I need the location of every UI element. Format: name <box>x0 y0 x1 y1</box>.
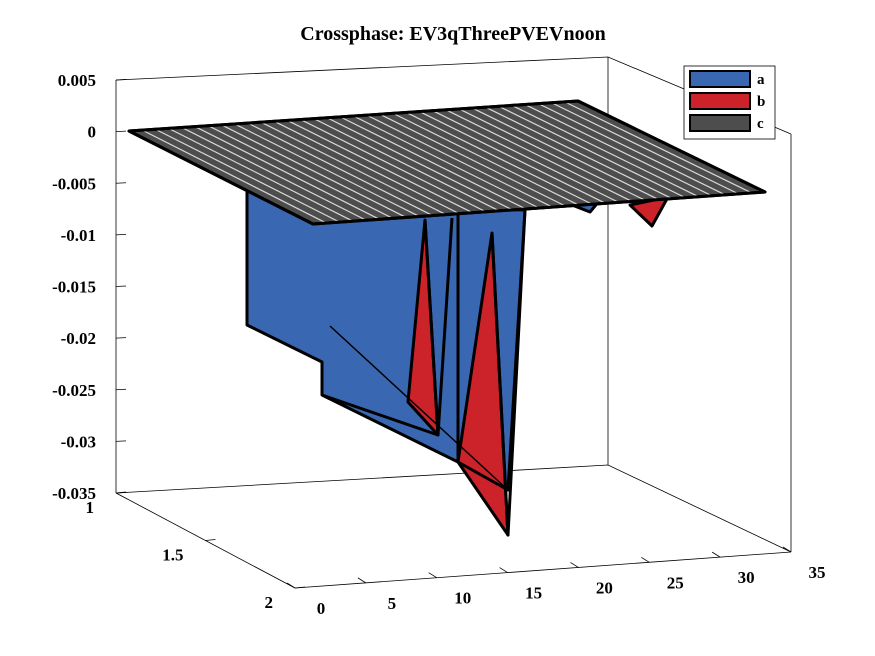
plate-gridline <box>564 101 752 194</box>
x-tick-mark <box>782 546 792 553</box>
y-axis-ticks: 11.52 <box>86 491 306 612</box>
surface-c <box>127 99 767 226</box>
plate-gridline <box>207 125 394 219</box>
chart-title: Crossphase: EV3qThreePVEVnoon <box>300 23 605 45</box>
y-tick-mark <box>115 491 127 494</box>
plate-gridline <box>155 128 340 223</box>
plate-gridline <box>445 109 633 202</box>
x-tick-label: 20 <box>596 578 613 597</box>
x-tick-label: 0 <box>317 599 326 618</box>
z-tick-mark <box>115 440 127 442</box>
z-tick-mark <box>115 285 127 287</box>
plate-gridline <box>273 120 460 215</box>
x-tick-label: 35 <box>809 563 826 582</box>
plate-gridline <box>419 111 606 204</box>
plate-gridline <box>498 105 686 199</box>
x-tick-mark <box>286 582 296 589</box>
plate-gridline <box>366 114 553 208</box>
x-tick-mark <box>499 567 508 573</box>
x-axis-line <box>294 551 792 589</box>
plate-gridline <box>524 103 713 197</box>
plate-gridline <box>168 127 354 222</box>
z-tick-label: -0.03 <box>61 432 96 451</box>
plate-gridline <box>287 119 473 214</box>
y-tick-mark <box>294 586 306 589</box>
legend-swatch-c <box>689 114 751 132</box>
z-tick-label: -0.005 <box>52 174 96 193</box>
y-tick-label: 2 <box>265 593 274 612</box>
plate-gridline <box>551 102 739 195</box>
plate-gridline <box>326 117 513 211</box>
legend-label-a: a <box>757 72 765 88</box>
plate-gridline <box>141 129 327 224</box>
plate-gridline <box>538 103 726 196</box>
plate-gridline <box>392 112 580 206</box>
plate-gridline <box>194 126 380 220</box>
x-tick-label: 30 <box>738 568 755 587</box>
z-tick-mark <box>115 130 127 133</box>
surface-edge-1 <box>321 393 439 437</box>
z-tick-label: 0 <box>88 123 97 142</box>
plate-gridline <box>234 123 420 218</box>
x-tick-label: 10 <box>454 589 471 608</box>
z-tick-mark <box>115 233 127 236</box>
x-tick-mark <box>641 556 650 563</box>
legend-swatch-b <box>689 92 751 110</box>
y-tick-label: 1.5 <box>162 546 183 565</box>
x-tick-mark <box>428 572 437 579</box>
x-axis-ticks: 0 5 10 15 20 25 30 35 <box>286 546 826 618</box>
plate-gridline <box>300 118 487 213</box>
x-tick-label: 5 <box>388 594 397 613</box>
plate-gridline <box>472 107 659 201</box>
plate-gridline <box>221 124 407 218</box>
z-tick-label: -0.01 <box>61 226 96 245</box>
y-tick-label: 1 <box>86 498 95 517</box>
legend-label-c: c <box>757 116 764 132</box>
z-tick-mark <box>115 337 127 339</box>
x-tick-mark <box>357 577 367 584</box>
surface-c-gridlines <box>141 101 752 224</box>
surface-c-plate-outline <box>127 99 767 226</box>
plate-gridline <box>458 108 646 202</box>
x-tick-mark <box>711 551 721 558</box>
surface-edge-3 <box>457 460 509 492</box>
z-tick-label: 0.005 <box>58 71 96 90</box>
plate-gridline <box>432 110 620 203</box>
plate-gridline <box>260 121 447 216</box>
plate-gridline <box>340 116 526 210</box>
z-tick-mark <box>115 79 127 81</box>
plate-gridline <box>511 104 699 198</box>
legend-swatch-a <box>689 70 751 88</box>
plate-gridline <box>181 126 367 221</box>
surface-edge-2 <box>329 325 509 491</box>
plate-gridline <box>313 118 500 212</box>
x-tick-label: 15 <box>525 584 542 603</box>
z-tick-mark <box>115 182 127 184</box>
z-tick-label: -0.035 <box>52 484 96 503</box>
plate-gridline <box>485 106 673 200</box>
z-tick-label: -0.015 <box>52 278 96 297</box>
y-tick-mark <box>205 539 216 541</box>
box-floor-back <box>115 464 792 553</box>
plate-gridline <box>406 111 593 205</box>
x-tick-label: 25 <box>667 573 684 592</box>
legend-label-b: b <box>757 94 765 110</box>
plate-gridline <box>353 115 540 209</box>
plate-gridline <box>247 122 433 217</box>
x-tick-mark <box>570 562 579 568</box>
z-tick-mark <box>115 388 127 391</box>
surface-spike-outline-right <box>490 209 527 537</box>
legend: abc <box>683 65 776 140</box>
z-tick-label: -0.025 <box>52 381 96 400</box>
z-axis-ticks: 0.005 0 -0.005 -0.01 -0.015 -0.02 -0.025 -0.03 -… <box>52 71 127 503</box>
z-tick-label: -0.02 <box>61 329 96 348</box>
surface-spikes-outline <box>321 199 602 537</box>
plate-gridline <box>379 113 566 207</box>
